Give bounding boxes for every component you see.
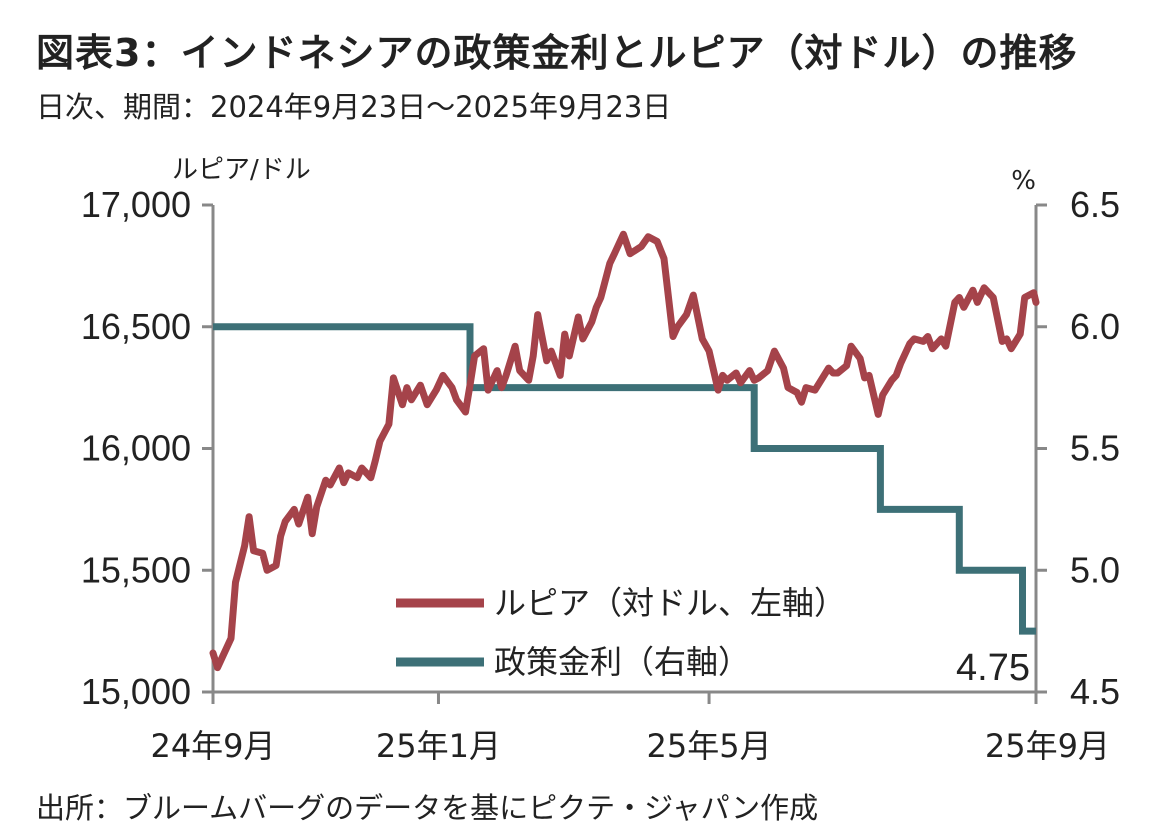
chart-title: 図表3：インドネシアの政策金利とルピア（対ドル）の推移 bbox=[36, 31, 1078, 75]
y-left-tick-label: 15,500 bbox=[81, 549, 191, 590]
y-left-tick-label: 15,000 bbox=[81, 671, 191, 712]
y-right-tick-label: 6.5 bbox=[1070, 184, 1120, 225]
y-right-tick-label: 6.0 bbox=[1070, 306, 1120, 347]
y-left-tick-label: 16,000 bbox=[81, 428, 191, 469]
axes: 15,000 15,500 16,000 16,500 17,000 4.5 5.0 5.5 6… bbox=[81, 184, 1120, 765]
source-note: 出所：ブルームバーグのデータを基にピクテ・ジャパン作成 bbox=[36, 791, 819, 825]
x-tick-label: 25年5月 bbox=[647, 727, 772, 765]
chart-subtitle: 日次、期間：2024年9月23日～2025年9月23日 bbox=[36, 90, 672, 124]
legend-label-rupiah: ルピア（対ドル、左軸） bbox=[494, 584, 846, 622]
y-left-tick-label: 16,500 bbox=[81, 306, 191, 347]
y-right-tick-label: 5.0 bbox=[1070, 549, 1120, 590]
y-left-tick-label: 17,000 bbox=[81, 184, 191, 225]
y-right-unit: % bbox=[1011, 166, 1036, 196]
y-right-tick-label: 5.5 bbox=[1070, 428, 1120, 469]
y-right-tick-label: 4.5 bbox=[1070, 671, 1120, 712]
x-tick-label: 25年1月 bbox=[376, 727, 501, 765]
series-layer bbox=[209, 230, 1040, 672]
x-tick-label: 24年9月 bbox=[150, 727, 275, 765]
y-left-unit: ルピア/ドル bbox=[172, 155, 311, 185]
x-tick-label: 25年9月 bbox=[985, 727, 1110, 765]
legend: ルピア（対ドル、左軸） 政策金利（右軸） bbox=[396, 584, 846, 681]
series-line-rupiah bbox=[209, 230, 1040, 672]
legend-label-rate: 政策金利（右軸） bbox=[494, 643, 750, 681]
rate-annotation: 4.75 bbox=[956, 647, 1030, 689]
